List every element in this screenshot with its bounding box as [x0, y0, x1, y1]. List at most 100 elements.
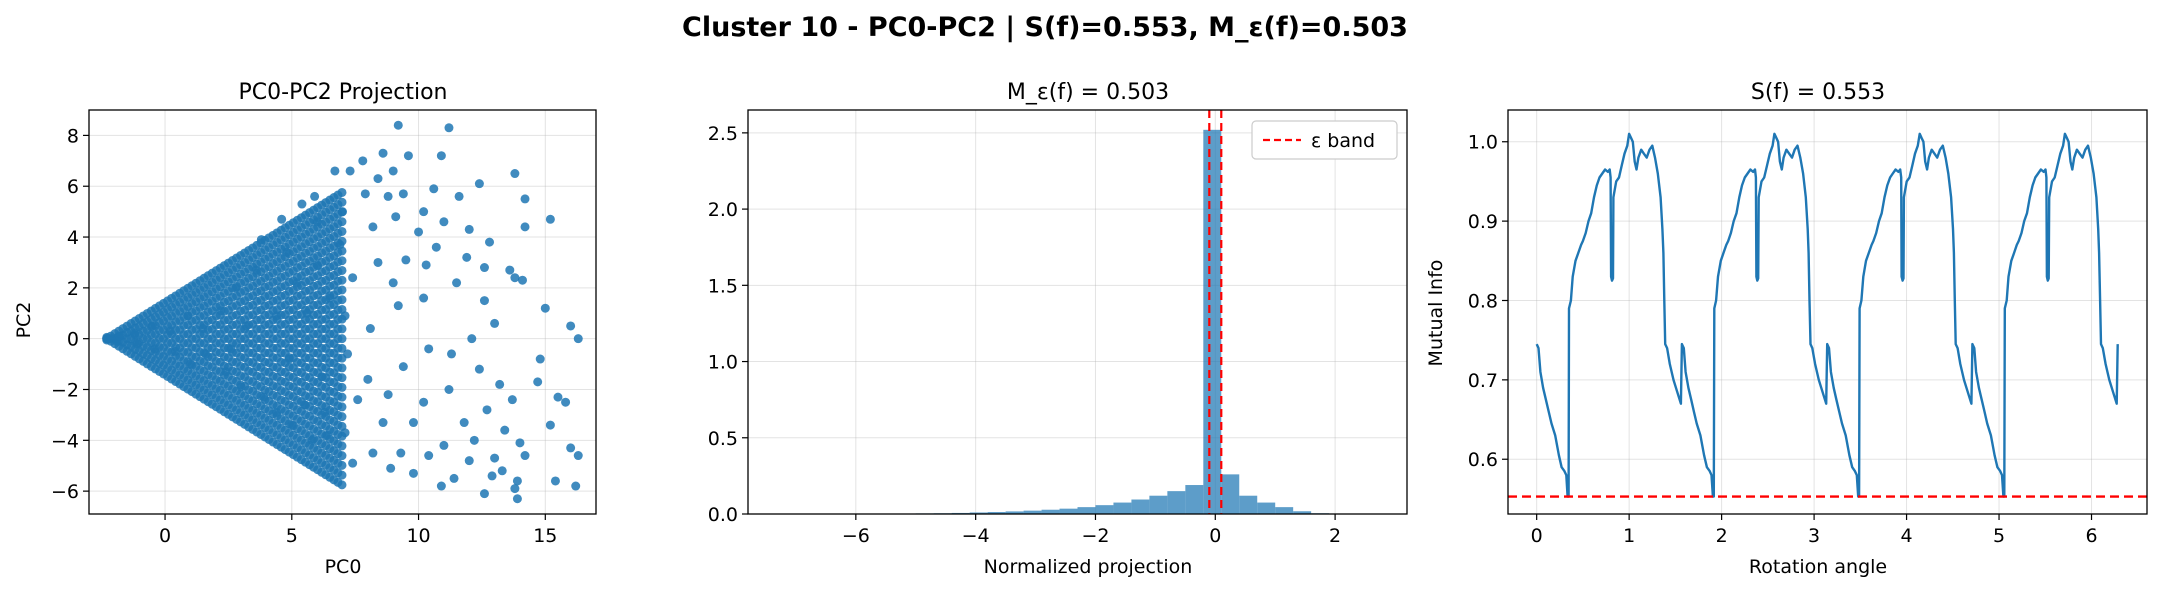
scatter-point — [408, 418, 418, 428]
scatter-point — [485, 237, 495, 247]
scatter-point — [419, 293, 429, 303]
y-tick-label: 2.0 — [708, 199, 738, 221]
scatter-point — [510, 484, 520, 494]
scatter-point — [150, 344, 160, 354]
scatter-point — [102, 334, 112, 344]
scatter-point — [462, 252, 472, 262]
scatter-point — [130, 329, 140, 339]
histogram-bar — [969, 512, 988, 514]
x-tick-label: 5 — [286, 525, 298, 547]
scatter-point — [363, 374, 373, 384]
scatter-point — [183, 311, 193, 321]
scatter-point — [378, 418, 388, 428]
x-tick-label: 6 — [2085, 525, 2097, 547]
histogram-bar — [1113, 502, 1132, 514]
scatter-point — [282, 247, 292, 257]
scatter-point — [185, 359, 195, 369]
scatter-point — [444, 123, 454, 133]
histogram-legend: ε band — [1251, 120, 1398, 160]
scatter-point — [322, 430, 332, 440]
scatter-point — [436, 151, 446, 161]
scatter-point — [337, 334, 347, 344]
line-xlabel: Rotation angle — [1749, 556, 1887, 578]
scatter-point — [573, 451, 583, 461]
x-tick-label: 0 — [1209, 525, 1221, 547]
legend-box — [1251, 120, 1398, 160]
scatter-point — [408, 468, 418, 478]
scatter-point — [340, 311, 350, 321]
scatter-point — [343, 349, 353, 359]
histogram-bar — [1167, 491, 1186, 514]
y-tick-label: 1.5 — [708, 275, 738, 297]
scatter-point — [337, 470, 347, 480]
legend-label: ε band — [1311, 130, 1375, 152]
y-tick-label: 0.8 — [1468, 290, 1498, 312]
scatter-point — [284, 354, 294, 364]
histogram-bar — [1131, 499, 1150, 514]
scatter-point — [337, 275, 347, 285]
scatter-point — [337, 451, 347, 461]
histogram-bar — [1239, 495, 1258, 514]
scatter-point — [337, 217, 347, 227]
line-ylabel: Mutual Info — [1425, 260, 1447, 367]
scatter-point — [449, 473, 459, 483]
histogram-bar — [1257, 502, 1276, 514]
epsilon-band-lines — [1208, 110, 1223, 514]
scatter-point — [302, 308, 312, 318]
x-tick-label: 0 — [159, 525, 171, 547]
scatter-point — [436, 481, 446, 491]
scatter-point — [479, 263, 489, 273]
y-tick-label: 0.7 — [1468, 370, 1498, 392]
scatter-point — [398, 362, 408, 372]
scatter-point — [330, 166, 340, 176]
scatter-point — [337, 382, 347, 392]
scatter-point — [386, 463, 396, 473]
scatter-point — [337, 343, 347, 353]
scatter-point — [517, 275, 527, 285]
line-ticks: 0 1 2 3 4 5 6 0.6 0.7 0.8 0.9 1.0 — [1468, 132, 2098, 547]
scatter-point — [345, 166, 355, 176]
scatter-point — [566, 321, 576, 331]
scatter-point — [444, 384, 454, 394]
y-tick-label: 8 — [67, 125, 79, 147]
scatter-point — [540, 303, 550, 313]
scatter-point — [520, 222, 530, 232]
histogram-bar — [1185, 485, 1204, 514]
scatter-point — [338, 207, 347, 217]
histogram-bar — [1023, 510, 1042, 514]
scatter-point — [512, 476, 522, 486]
scatter-point — [348, 273, 358, 283]
scatter-point — [391, 212, 401, 222]
scatter-point — [479, 489, 489, 499]
scatter-point — [378, 148, 388, 158]
scatter-point — [464, 456, 474, 466]
scatter-point — [452, 278, 462, 288]
scatter-point — [545, 420, 555, 430]
scatter-point — [287, 420, 297, 430]
y-tick-label: 4 — [67, 227, 79, 249]
scatter-point — [297, 199, 307, 209]
histogram-bar — [1203, 129, 1222, 515]
scatter-point — [337, 363, 347, 373]
histogram-bar — [1149, 495, 1168, 514]
x-tick-label: 4 — [1901, 525, 1913, 547]
scatter-point — [495, 379, 505, 389]
scatter-point — [337, 226, 347, 236]
scatter-point — [337, 480, 347, 490]
scatter-point — [383, 191, 393, 201]
scatter-point — [259, 392, 269, 402]
scatter-point — [198, 324, 208, 334]
scatter-point — [312, 260, 322, 270]
mutual-info-line — [1535, 132, 2119, 498]
scatter-point — [469, 435, 479, 445]
x-tick-label: −4 — [962, 525, 990, 547]
scatter-point — [419, 397, 429, 407]
scatter-point — [490, 318, 500, 328]
scatter-panel: PC0-PC2 Projection PC0 PC2 0 5 10 15−6−4−20… — [13, 80, 597, 578]
scatter-point — [226, 344, 236, 354]
scatter-point — [439, 440, 449, 450]
scatter-point — [533, 377, 543, 387]
scatter-point — [132, 339, 142, 349]
scatter-point — [317, 372, 327, 382]
